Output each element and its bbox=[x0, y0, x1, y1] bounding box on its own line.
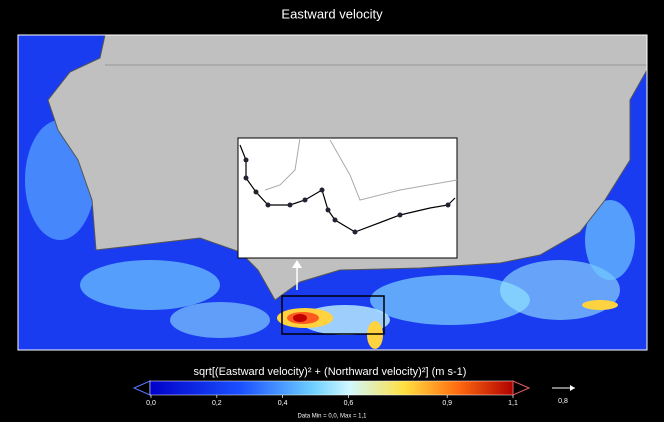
inset-box bbox=[237, 137, 458, 259]
reference-label: 0,8 bbox=[558, 398, 568, 405]
current-patch bbox=[293, 314, 307, 322]
colorbar-tick-label: 1,1 bbox=[508, 400, 518, 407]
colorbar-bar bbox=[149, 380, 514, 396]
inset-border bbox=[264, 137, 458, 201]
inset bbox=[237, 137, 458, 335]
inset-arrow-head bbox=[292, 260, 302, 268]
inset-markers bbox=[243, 157, 451, 235]
colorbar-ticks: 0,0 0,2 0,4 0,6 0,9 1,1 bbox=[146, 395, 518, 407]
colorbar-tick-label: 0,2 bbox=[212, 400, 222, 407]
colorbar: sqrt[(Eastward velocity)² + (Northward v… bbox=[132, 366, 575, 420]
footer: Data Min = 0,0, Max = 1,1 bbox=[297, 414, 367, 420]
current-patch bbox=[170, 302, 270, 338]
title: Eastward velocity bbox=[281, 6, 383, 21]
current-patch bbox=[582, 300, 618, 310]
colorbar-tick-label: 0,0 bbox=[146, 400, 156, 407]
colorbar-label: sqrt[(Eastward velocity)² + (Northward v… bbox=[194, 366, 467, 378]
zoom-box bbox=[281, 295, 385, 335]
current-patch bbox=[367, 321, 383, 349]
map-frame bbox=[17, 34, 648, 351]
current-patch bbox=[585, 200, 635, 280]
reference-arrow-head bbox=[570, 385, 575, 391]
colorbar-tick-label: 0,6 bbox=[344, 400, 354, 407]
colorbar-tick-label: 0,9 bbox=[442, 400, 452, 407]
current-patch bbox=[80, 260, 220, 310]
colorbar-over bbox=[512, 380, 531, 396]
current-patch bbox=[370, 275, 530, 325]
colorbar-tick-label: 0,4 bbox=[278, 400, 288, 407]
